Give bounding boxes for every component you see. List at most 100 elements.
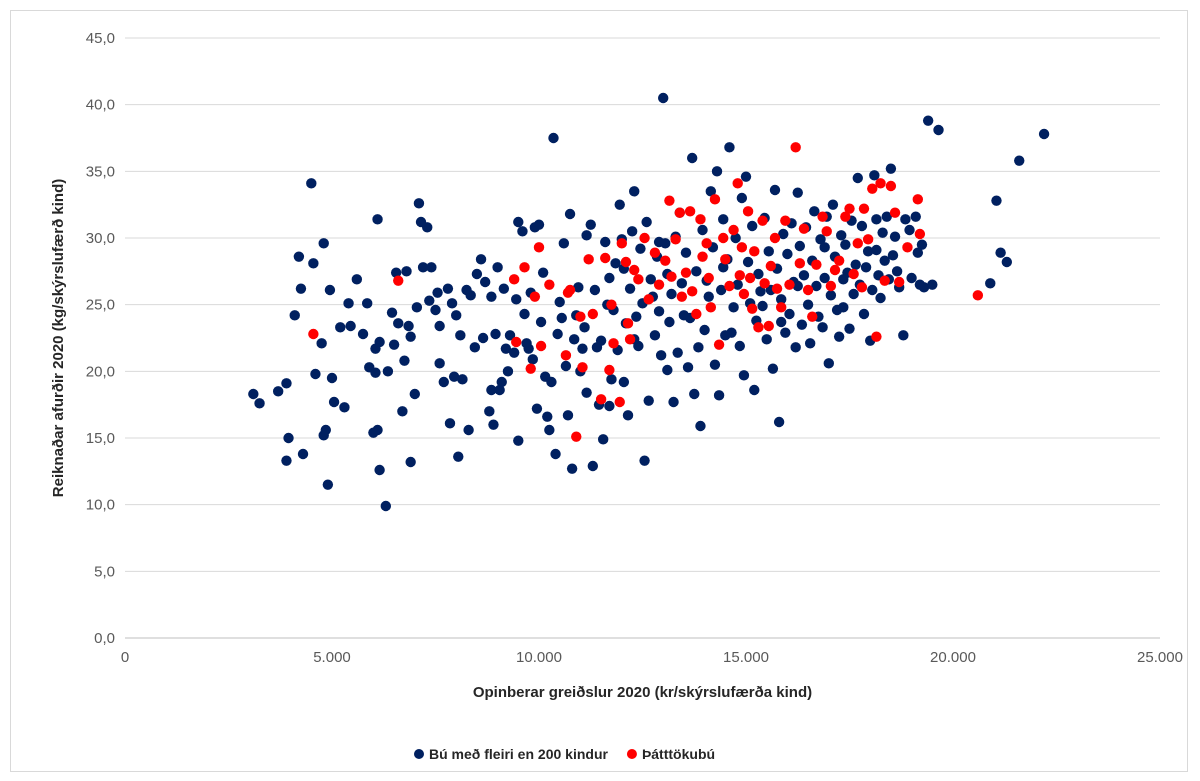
data-point (730, 232, 741, 244)
data-point (444, 418, 456, 429)
y-tick-label: 15,0 (86, 430, 115, 447)
data-point (753, 268, 764, 280)
data-point (544, 279, 555, 290)
data-point (479, 276, 491, 288)
data-point (618, 376, 630, 388)
data-point (794, 258, 806, 269)
data-point (838, 302, 849, 313)
data-point (568, 334, 580, 345)
data-point (629, 186, 640, 197)
data-point (875, 292, 886, 304)
data-point (562, 410, 574, 421)
data-point (922, 115, 934, 126)
data-point (844, 323, 855, 334)
data-point (645, 274, 656, 285)
data-point (374, 464, 385, 476)
data-point (782, 248, 793, 260)
data-point (916, 239, 928, 250)
data-point (600, 236, 611, 248)
data-point (308, 328, 319, 340)
data-point (604, 400, 615, 412)
data-point (672, 347, 683, 358)
y-tick-label: 45,0 (86, 30, 115, 47)
x-tick-label: 20.000 (930, 649, 976, 666)
data-point (318, 238, 329, 249)
data-point (769, 232, 781, 244)
data-point (380, 500, 392, 512)
data-point (775, 316, 787, 328)
data-point (254, 398, 265, 409)
data-point (393, 275, 404, 286)
data-point (248, 388, 259, 400)
data-point (465, 290, 476, 301)
data-point (670, 234, 681, 245)
data-point (713, 339, 725, 350)
data-point (486, 384, 497, 396)
data-point (757, 300, 768, 312)
data-point (560, 360, 572, 372)
data-point (703, 272, 714, 284)
data-point (484, 406, 495, 417)
data-point (517, 226, 528, 237)
data-point (972, 290, 984, 301)
data-point (579, 322, 590, 333)
data-point (775, 302, 787, 313)
data-point (537, 267, 549, 278)
data-point (556, 312, 567, 324)
legend: Bú með fleiri en 200 kindur Þátttökubú (414, 746, 715, 762)
data-point (703, 291, 714, 302)
data-point (316, 338, 327, 349)
data-point (581, 387, 592, 398)
data-point (848, 288, 859, 300)
data-point (508, 347, 520, 358)
data-point (488, 419, 499, 430)
data-point (889, 231, 901, 242)
data-point (862, 246, 874, 257)
data-point (533, 242, 545, 253)
data-point (463, 424, 474, 436)
data-point (784, 279, 795, 290)
data-point (409, 388, 420, 400)
data-point (860, 262, 872, 273)
data-point (753, 322, 764, 333)
y-tick-label: 25,0 (86, 297, 115, 314)
data-point (893, 276, 905, 288)
data-point (912, 194, 924, 205)
data-point (771, 283, 783, 294)
data-point (726, 327, 737, 338)
data-point (608, 338, 619, 349)
x-tick-labels: 0 5.000 10.000 15.000 20.000 25.000 (121, 649, 1183, 666)
data-point (434, 358, 445, 369)
data-point (715, 284, 727, 296)
data-point (624, 334, 636, 345)
data-point (477, 332, 489, 344)
data-point (798, 270, 810, 281)
data-point (326, 372, 338, 384)
data-point (1014, 155, 1025, 166)
data-point (676, 291, 688, 302)
data-point (660, 255, 671, 266)
data-point (335, 322, 346, 333)
data-point (490, 328, 501, 340)
data-point (643, 294, 654, 305)
data-point (840, 211, 851, 222)
data-point (761, 334, 772, 345)
data-point (664, 195, 675, 206)
data-point (904, 224, 915, 236)
data-point (871, 331, 882, 342)
data-point (413, 198, 425, 209)
x-tick-label: 5.000 (313, 649, 351, 666)
data-point (991, 195, 1002, 206)
data-point (784, 308, 795, 320)
data-point (833, 255, 845, 266)
data-point (825, 290, 837, 301)
data-point (927, 279, 938, 290)
series-bu (248, 92, 1050, 512)
data-point (511, 336, 522, 348)
data-point (734, 270, 745, 281)
data-point (819, 242, 830, 253)
data-point (773, 416, 785, 428)
data-point (560, 350, 572, 361)
data-point (411, 302, 423, 313)
